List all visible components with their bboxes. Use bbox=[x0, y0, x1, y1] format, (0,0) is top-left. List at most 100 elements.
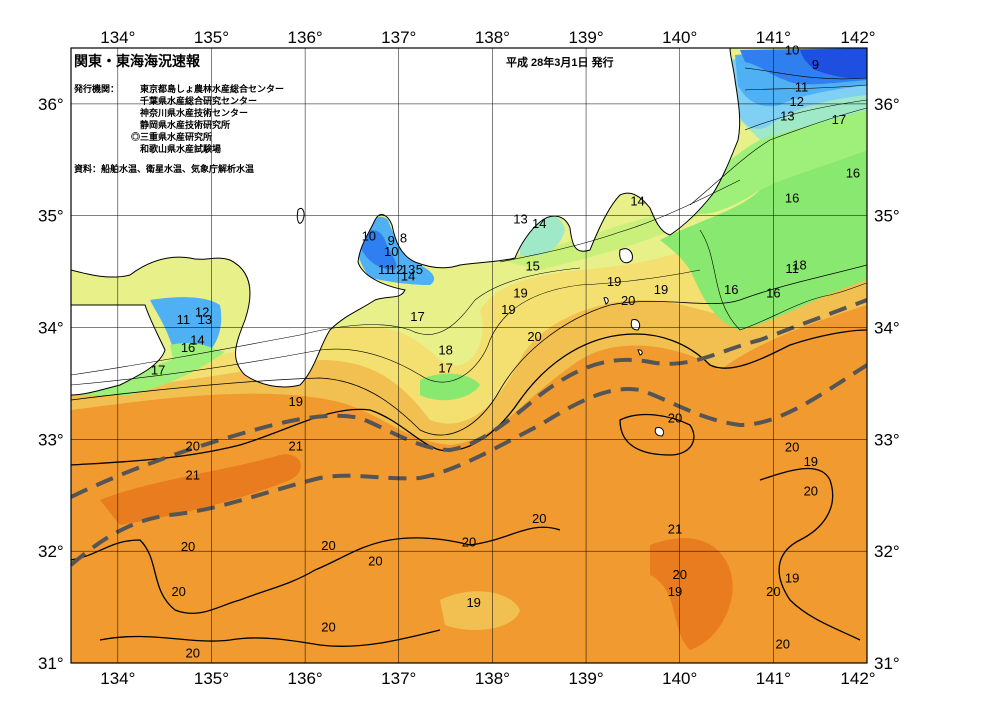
isotherm-20-east bbox=[759, 467, 861, 641]
issuers-label: 発行機関： bbox=[73, 83, 119, 94]
contour-label: 13 bbox=[513, 212, 527, 227]
contour-label: 20 bbox=[775, 636, 789, 651]
map-frame bbox=[70, 47, 868, 664]
zone-9-east bbox=[800, 48, 867, 79]
longitude-label-top: 142° bbox=[840, 28, 875, 47]
longitude-label-bottom: 142° bbox=[840, 669, 875, 688]
kuroshio-north-edge bbox=[71, 298, 867, 499]
latitude-label-right: 31° bbox=[874, 654, 900, 673]
contour-label: 15 bbox=[525, 259, 539, 274]
contour-label: 21 bbox=[289, 439, 303, 454]
longitude-label-bottom: 139° bbox=[568, 669, 603, 688]
longitude-label-bottom: 141° bbox=[756, 669, 791, 688]
kuroshio-south-edge bbox=[71, 363, 867, 567]
kuroshio-axis bbox=[71, 298, 867, 567]
contour-label: 20 bbox=[186, 439, 200, 454]
latitude-label-left: 31° bbox=[38, 654, 64, 673]
latitude-label-right: 36° bbox=[874, 95, 900, 114]
issuer-1: 東京都島しょ農林水産総合センター bbox=[140, 83, 284, 94]
contour-label: 20 bbox=[321, 538, 335, 553]
contour-label: 10 bbox=[384, 244, 398, 259]
contour-label: 19 bbox=[607, 274, 621, 289]
isotherm-20-north bbox=[71, 329, 867, 466]
contour-label: 11 bbox=[378, 262, 392, 277]
isotherm-10 bbox=[744, 67, 867, 80]
latitude-label-left: 34° bbox=[38, 319, 64, 338]
contour-label: 13 bbox=[198, 312, 212, 327]
contour-label: 13 bbox=[780, 109, 794, 124]
longitude-label-top: 135° bbox=[194, 28, 229, 47]
isotherm-17-coast bbox=[71, 267, 581, 376]
contour-label: 20 bbox=[527, 329, 541, 344]
contour-label: 18 bbox=[792, 257, 806, 272]
latitude-label-right: 34° bbox=[874, 319, 900, 338]
contour-label: 20 bbox=[462, 535, 476, 550]
latitude-label-right: 32° bbox=[874, 542, 900, 561]
contour-label: 13 bbox=[401, 262, 415, 277]
isotherm-20-south bbox=[99, 629, 441, 647]
contour-label: 20 bbox=[321, 620, 335, 635]
contour-label: 19 bbox=[654, 282, 668, 297]
contour-label: 17 bbox=[410, 309, 424, 324]
contour-label: 5 bbox=[416, 262, 423, 277]
contour-label: 20 bbox=[532, 511, 546, 526]
contour-label: 20 bbox=[668, 411, 682, 426]
contour-label: 11 bbox=[785, 261, 799, 276]
contour-label: 19 bbox=[513, 285, 527, 300]
honshu-coast bbox=[71, 48, 741, 388]
contour-label: 16 bbox=[724, 282, 738, 297]
zone-17-patch bbox=[420, 373, 480, 401]
zone-21-east bbox=[650, 538, 733, 650]
contour-label: 12 bbox=[790, 94, 804, 109]
data-sources: 資料：船舶水温、衛星水温、気象庁解析水温 bbox=[74, 163, 254, 174]
contour-label: 14 bbox=[532, 216, 546, 231]
longitude-label-bottom: 137° bbox=[381, 669, 416, 688]
contour-label: 20 bbox=[804, 483, 818, 498]
longitude-label-top: 136° bbox=[288, 28, 323, 47]
issuer-2: 千葉県水産総合研究センター bbox=[140, 95, 257, 106]
contour-label: 19 bbox=[289, 394, 303, 409]
longitude-label-bottom: 136° bbox=[288, 669, 323, 688]
longitude-label-top: 138° bbox=[475, 28, 510, 47]
contour-label: 17 bbox=[438, 360, 452, 375]
contour-label: 19 bbox=[785, 570, 799, 585]
niijima bbox=[603, 297, 609, 305]
zone-16-east bbox=[660, 150, 867, 330]
contour-label: 12 bbox=[195, 304, 209, 319]
longitude-label-bottom: 138° bbox=[475, 669, 510, 688]
longitude-label-top: 141° bbox=[756, 28, 791, 47]
latitude-label-left: 35° bbox=[38, 207, 64, 226]
contour-label: 19 bbox=[668, 584, 682, 599]
contour-label: 20 bbox=[672, 567, 686, 582]
contour-label: 9 bbox=[388, 233, 395, 248]
contour-label: 20 bbox=[186, 645, 200, 660]
longitude-label-bottom: 134° bbox=[100, 669, 135, 688]
contour-label: 20 bbox=[171, 584, 185, 599]
zone-21-west bbox=[100, 454, 301, 525]
contour-label: 11 bbox=[177, 312, 191, 327]
longitude-label-top: 140° bbox=[662, 28, 697, 47]
isotherm-19-coast bbox=[71, 264, 867, 436]
contour-label: 19 bbox=[501, 302, 515, 317]
contour-label: 17 bbox=[151, 363, 165, 378]
latitude-label-left: 36° bbox=[38, 95, 64, 114]
zone-ise-bay-deep bbox=[360, 230, 397, 270]
longitude-label-top: 137° bbox=[381, 28, 416, 47]
contour-label: 10 bbox=[362, 228, 376, 243]
contour-label: 16 bbox=[181, 340, 195, 355]
issuer-3: 神奈川県水産技術センター bbox=[140, 107, 248, 118]
zone-kii-channel bbox=[170, 342, 220, 370]
hachijojima bbox=[654, 427, 665, 437]
contour-label: 14 bbox=[630, 194, 644, 209]
contour-label: 19 bbox=[804, 454, 818, 469]
contour-label: 17 bbox=[832, 112, 846, 127]
contour-label: 16 bbox=[846, 166, 860, 181]
contour-label: 8 bbox=[400, 231, 407, 246]
zone-19-south bbox=[440, 591, 520, 630]
contour-label: 21 bbox=[186, 468, 200, 483]
isotherm-11 bbox=[744, 84, 867, 91]
issuer-5: ◎三重県水産研究所 bbox=[131, 131, 212, 142]
isotherm-16-east bbox=[699, 229, 867, 331]
